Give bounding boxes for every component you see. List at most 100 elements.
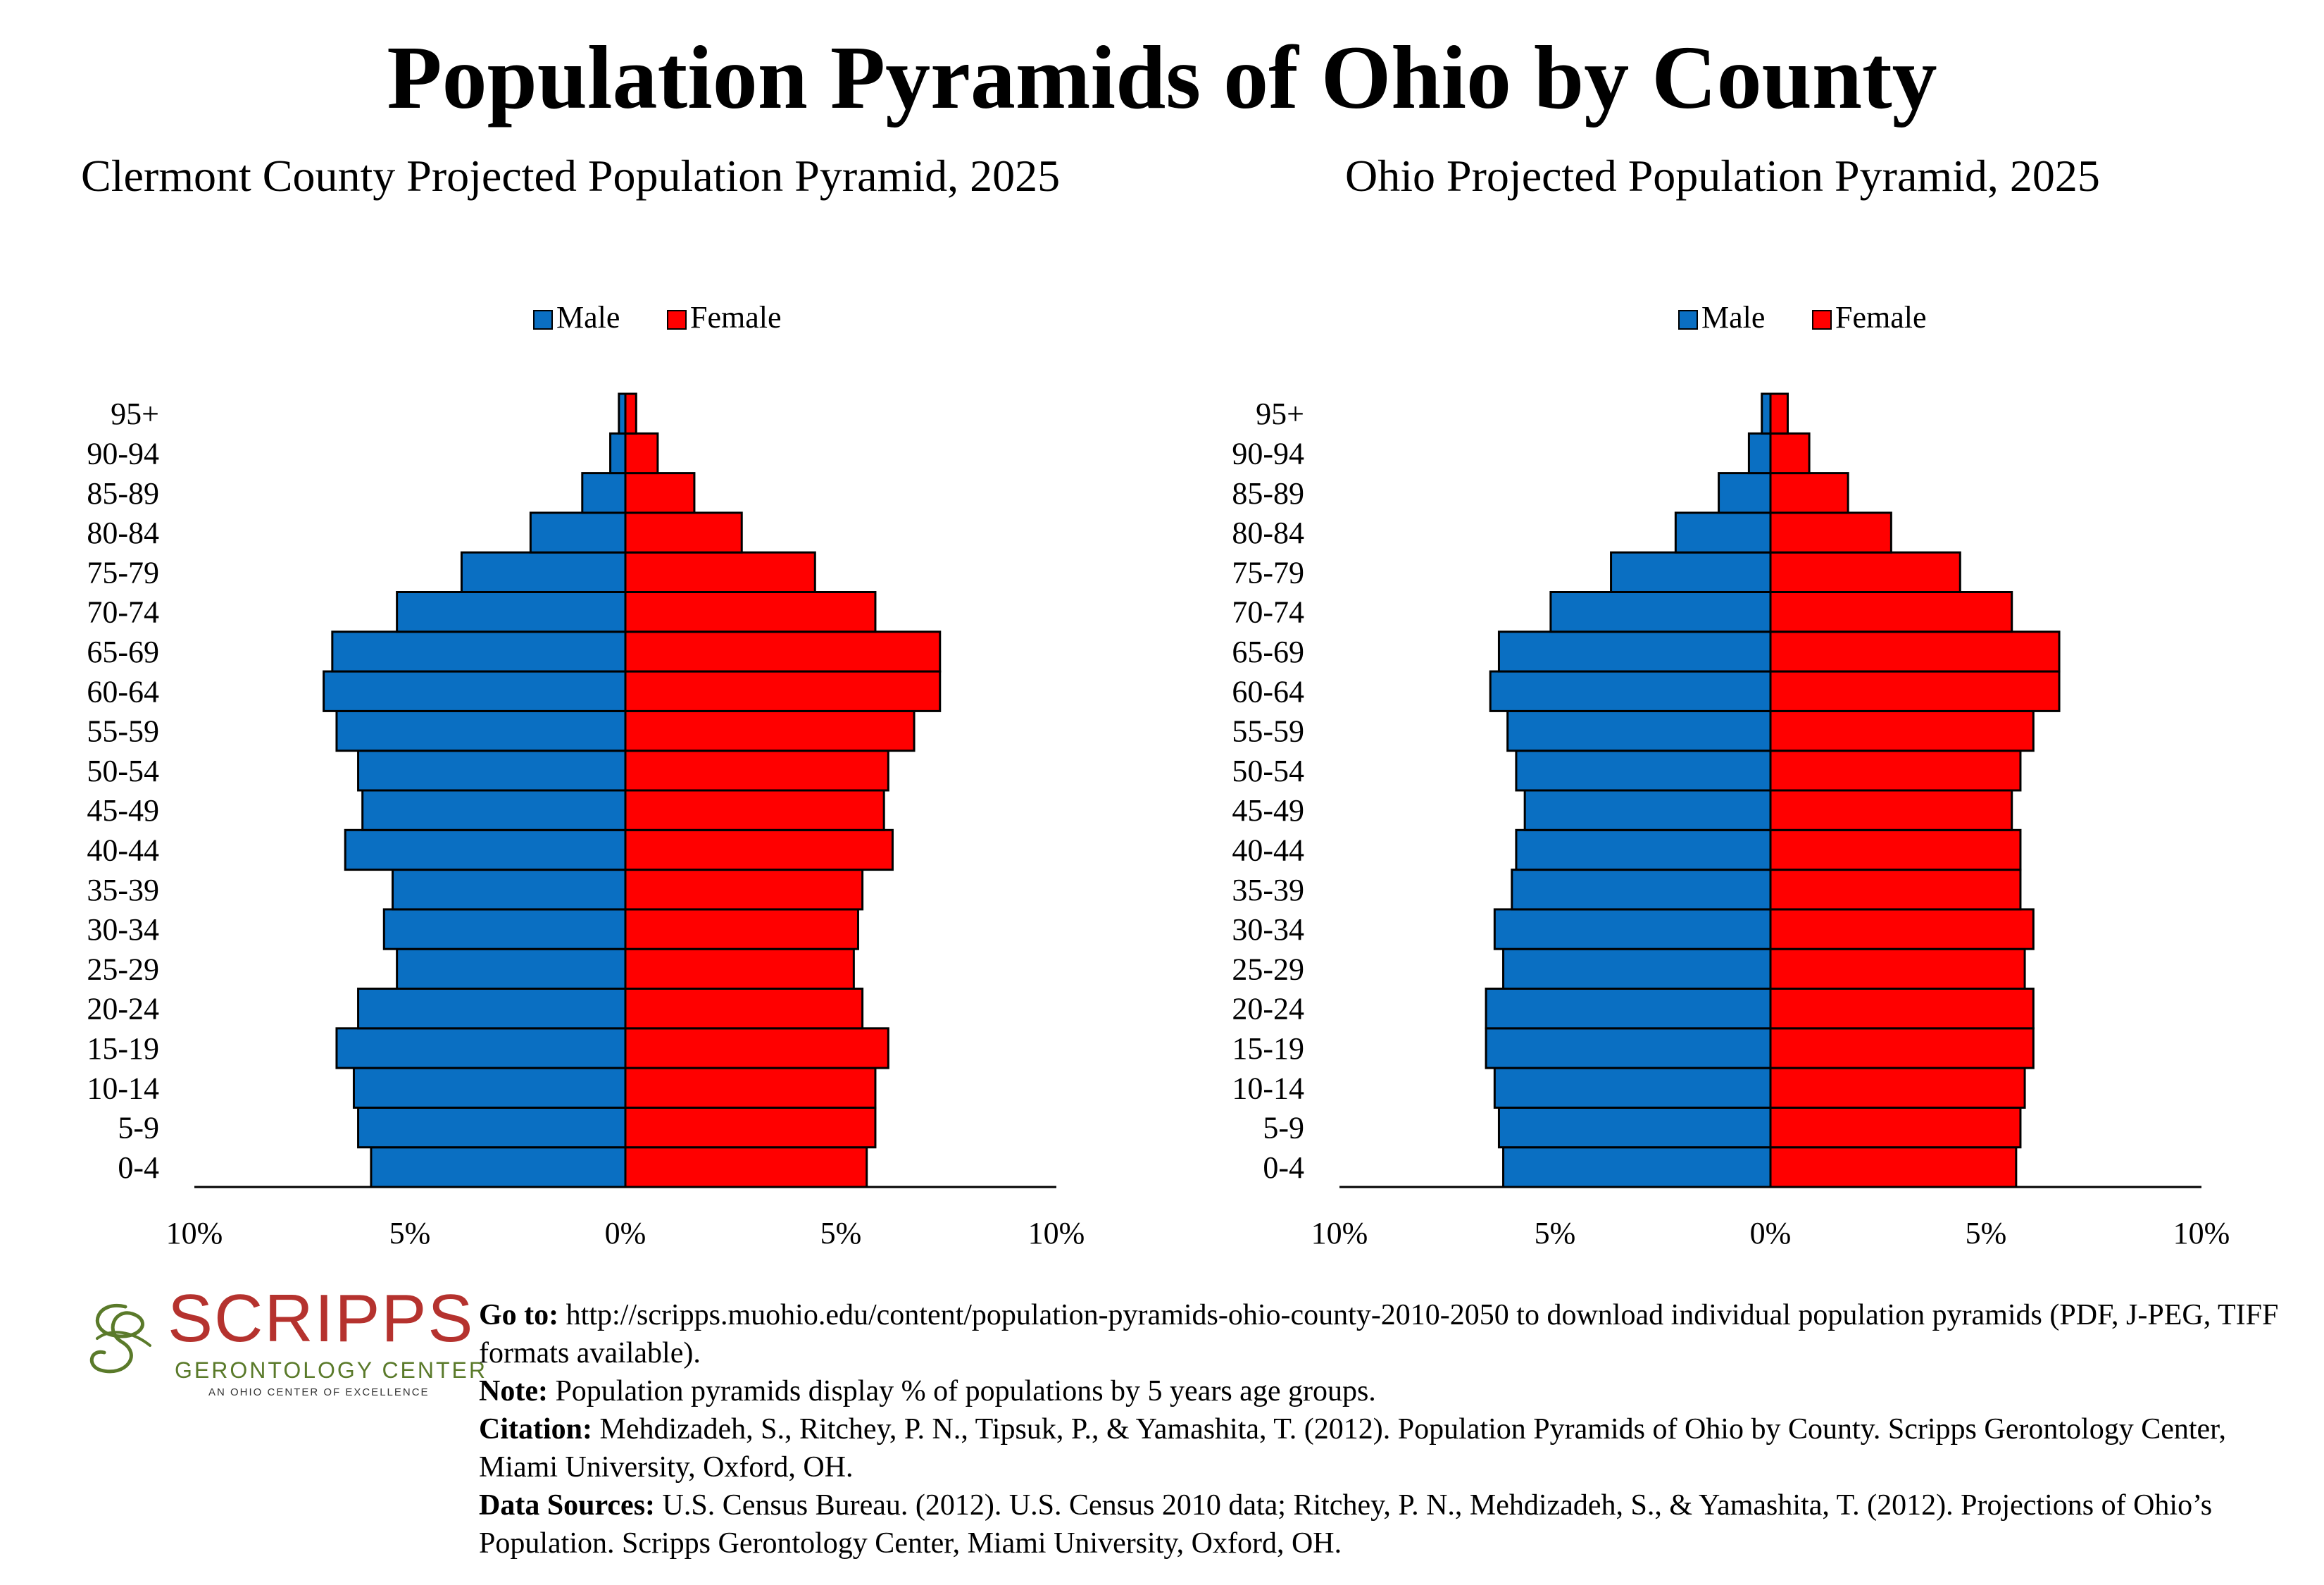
goto-link[interactable]: http://scripps.muohio.edu/content/popula… bbox=[479, 1299, 2279, 1369]
legend-label-female-ohio: Female bbox=[1835, 300, 1927, 335]
bar-male-ohio bbox=[1549, 591, 1772, 633]
age-label-clermont: 50-54 bbox=[87, 754, 159, 788]
x-tick-label-ohio: 10% bbox=[1311, 1216, 1368, 1250]
scripps-logo: SCRIPPS GERONTOLOGY CENTER AN OHIO CENTE… bbox=[83, 1281, 485, 1405]
age-label-clermont: 70-74 bbox=[87, 595, 159, 630]
bar-female-clermont bbox=[624, 511, 743, 554]
bar-female-ohio bbox=[1769, 908, 2035, 950]
age-label-ohio: 45-49 bbox=[1232, 793, 1304, 828]
bar-female-clermont bbox=[624, 869, 864, 911]
bar-male-ohio bbox=[1523, 789, 1772, 831]
legend-label-female-clermont: Female bbox=[690, 300, 782, 335]
bar-male-ohio bbox=[1497, 630, 1772, 673]
bar-female-clermont bbox=[624, 789, 885, 831]
footer-note: Note: Population pyramids display % of p… bbox=[479, 1372, 2310, 1410]
age-label-ohio: 95+ bbox=[1256, 397, 1304, 431]
age-label-ohio: 55-59 bbox=[1232, 714, 1304, 749]
bar-female-ohio bbox=[1769, 630, 2061, 673]
bar-female-clermont bbox=[624, 828, 894, 871]
citation-label: Citation: bbox=[479, 1413, 592, 1446]
age-label-clermont: 80-84 bbox=[87, 516, 159, 550]
bar-male-ohio bbox=[1747, 432, 1772, 475]
bar-female-ohio bbox=[1769, 511, 1892, 554]
bar-male-ohio bbox=[1493, 1067, 1772, 1109]
bar-female-ohio bbox=[1769, 988, 2035, 1030]
bar-female-ohio bbox=[1769, 472, 1849, 514]
bar-male-ohio bbox=[1485, 988, 1772, 1030]
chart-title-ohio: Ohio Projected Population Pyramid, 2025 bbox=[1345, 151, 2100, 201]
bar-female-clermont bbox=[624, 392, 637, 435]
bar-male-ohio bbox=[1674, 511, 1772, 554]
age-label-clermont: 5-9 bbox=[118, 1111, 159, 1145]
bar-female-ohio bbox=[1769, 709, 2035, 752]
age-label-ohio: 70-74 bbox=[1232, 595, 1304, 630]
age-label-ohio: 65-69 bbox=[1232, 635, 1304, 669]
bar-female-clermont bbox=[624, 591, 877, 633]
bar-male-ohio bbox=[1506, 709, 1772, 752]
age-label-clermont: 60-64 bbox=[87, 674, 159, 709]
x-tick-label-ohio: 0% bbox=[1750, 1216, 1792, 1250]
age-label-clermont: 55-59 bbox=[87, 714, 159, 749]
bar-male-clermont bbox=[460, 551, 627, 594]
bar-male-clermont bbox=[357, 1106, 627, 1149]
age-label-ohio: 75-79 bbox=[1232, 555, 1304, 590]
bar-female-ohio bbox=[1769, 1027, 2035, 1069]
bar-male-clermont bbox=[392, 869, 627, 911]
note-text: Population pyramids display % of populat… bbox=[555, 1375, 1376, 1407]
bar-female-clermont bbox=[624, 472, 696, 514]
chart-title-clermont: Clermont County Projected Population Pyr… bbox=[81, 151, 1061, 201]
bar-female-clermont bbox=[624, 988, 864, 1030]
x-tick-label-ohio: 5% bbox=[1535, 1216, 1576, 1250]
bar-male-clermont bbox=[323, 670, 627, 712]
bar-male-clermont bbox=[357, 988, 627, 1030]
age-label-ohio: 60-64 bbox=[1232, 674, 1304, 709]
age-label-ohio: 90-94 bbox=[1232, 436, 1304, 471]
legend-swatch-female-clermont bbox=[667, 310, 687, 330]
bar-female-ohio bbox=[1769, 750, 2022, 792]
bar-male-ohio bbox=[1511, 869, 1772, 911]
bar-male-clermont bbox=[529, 511, 627, 554]
age-label-clermont: 90-94 bbox=[87, 436, 159, 471]
age-label-ohio: 5-9 bbox=[1263, 1111, 1304, 1145]
bar-male-ohio bbox=[1515, 828, 1772, 871]
bar-male-ohio bbox=[1610, 551, 1772, 594]
bar-male-clermont bbox=[396, 947, 627, 990]
bar-female-clermont bbox=[624, 670, 942, 712]
legend-swatch-male-ohio bbox=[1678, 310, 1698, 330]
age-label-ohio: 30-34 bbox=[1232, 912, 1304, 947]
x-tick-label-clermont: 0% bbox=[605, 1216, 646, 1250]
bar-female-clermont bbox=[624, 432, 659, 475]
bar-male-ohio bbox=[1502, 1146, 1772, 1188]
bar-female-clermont bbox=[624, 1106, 877, 1149]
footer-goto: Go to: http://scripps.muohio.edu/content… bbox=[479, 1296, 2310, 1372]
bar-female-ohio bbox=[1769, 432, 1811, 475]
bar-male-clermont bbox=[581, 472, 627, 514]
bar-male-ohio bbox=[1761, 392, 1772, 435]
bar-female-clermont bbox=[624, 1027, 889, 1069]
bar-male-ohio bbox=[1493, 908, 1772, 950]
sources-label: Data Sources: bbox=[479, 1489, 656, 1522]
sources-text: U.S. Census Bureau. (2012). U.S. Census … bbox=[479, 1489, 2213, 1560]
bar-female-ohio bbox=[1769, 670, 2061, 712]
age-label-ohio: 40-44 bbox=[1232, 833, 1304, 867]
x-tick-label-clermont: 5% bbox=[820, 1216, 862, 1250]
population-pyramids-chart: Male Female 0-4 5-9 10-14 15-19 20-24 25-29 30-3… bbox=[87, 300, 2230, 1250]
age-label-clermont: 40-44 bbox=[87, 833, 159, 867]
logo-subtitle: GERONTOLOGY CENTER bbox=[175, 1357, 487, 1383]
bar-female-ohio bbox=[1769, 392, 1789, 435]
page-title: Population Pyramids of Ohio by County bbox=[387, 27, 1937, 128]
bar-male-clermont bbox=[344, 828, 627, 871]
bar-male-ohio bbox=[1489, 670, 1772, 712]
bar-male-clermont bbox=[396, 591, 627, 633]
age-label-clermont: 35-39 bbox=[87, 873, 159, 907]
age-label-ohio: 35-39 bbox=[1232, 873, 1304, 907]
scripps-swirl-icon bbox=[89, 1303, 151, 1374]
footer-sources: Data Sources: U.S. Census Bureau. (2012)… bbox=[479, 1486, 2310, 1562]
logo-tagline: AN OHIO CENTER OF EXCELLENCE bbox=[208, 1386, 430, 1398]
bar-female-clermont bbox=[624, 947, 855, 990]
age-label-clermont: 30-34 bbox=[87, 912, 159, 947]
age-label-ohio: 25-29 bbox=[1232, 952, 1304, 986]
bar-male-clermont bbox=[357, 750, 627, 792]
bar-female-clermont bbox=[624, 630, 942, 673]
goto-label: Go to: bbox=[479, 1299, 559, 1331]
